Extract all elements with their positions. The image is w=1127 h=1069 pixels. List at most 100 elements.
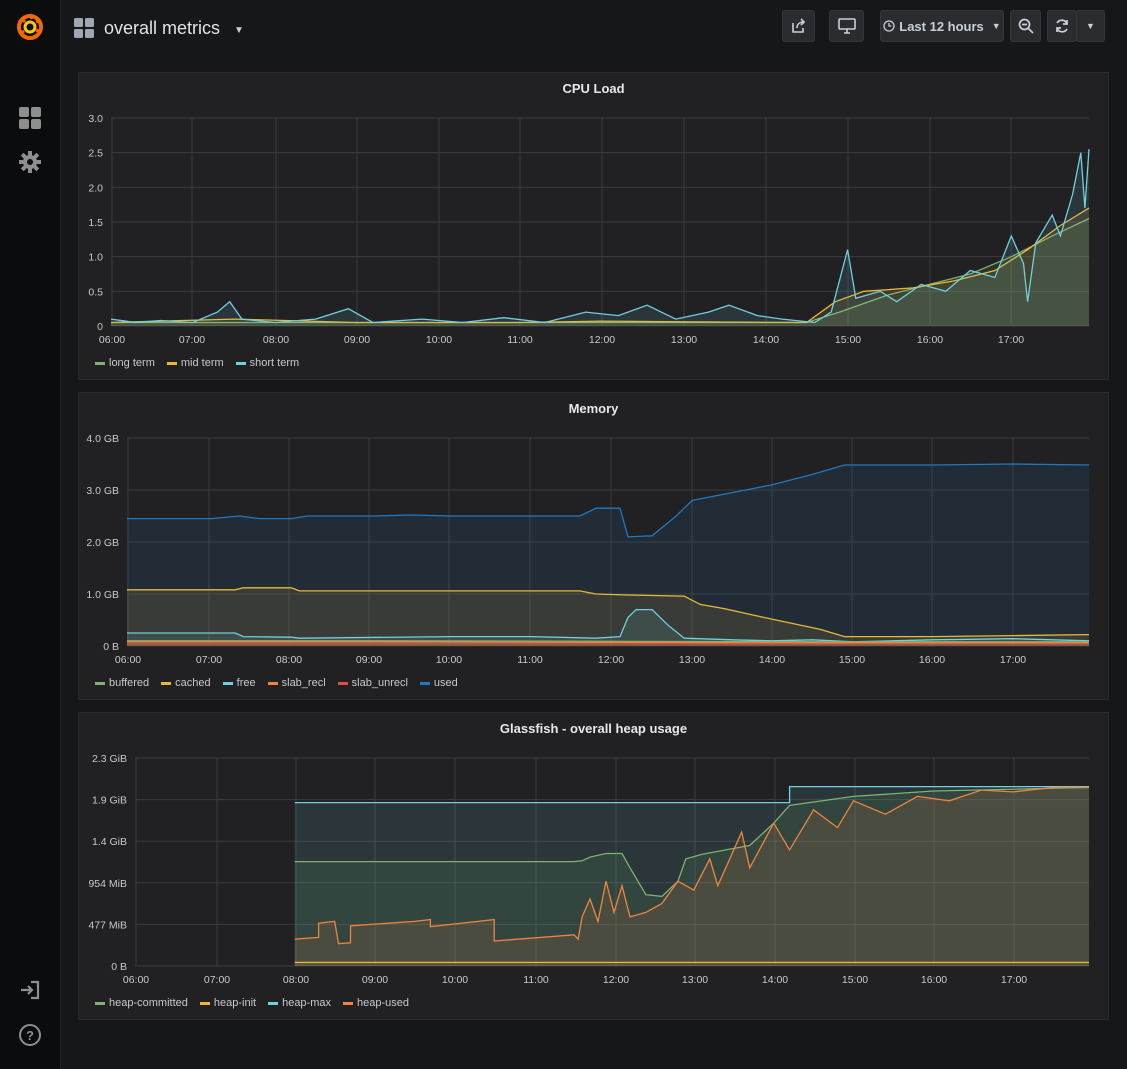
legend-swatch: [166, 361, 177, 365]
series-area-mid-term: [111, 208, 1089, 326]
y-tick-label: 4.0 GB: [86, 433, 119, 445]
legend-item[interactable]: slab_recl: [267, 677, 326, 689]
time-range-picker[interactable]: Last 12 hours ▼: [880, 10, 1004, 42]
legend-item[interactable]: short term: [235, 357, 300, 369]
series-line-heap-used[interactable]: [294, 786, 1089, 945]
series-line-mid-term[interactable]: [110, 207, 1090, 324]
y-tick-label: 477 MiB: [88, 919, 127, 931]
x-tick-label: 08:00: [276, 654, 302, 666]
legend-item[interactable]: buffered: [95, 677, 149, 689]
series-line-short-term[interactable]: [110, 149, 1090, 324]
x-tick-label: 17:00: [1000, 654, 1026, 666]
y-tick-label: 0.5: [88, 286, 103, 298]
legend-label: heap-used: [357, 997, 409, 1009]
series-area-heap-init: [294, 962, 1089, 966]
x-tick-label: 09:00: [356, 654, 382, 666]
x-tick-label: 16:00: [921, 974, 947, 986]
y-tick-label: 3.0 GB: [86, 485, 119, 497]
share-button[interactable]: [782, 10, 815, 42]
legend-label: free: [236, 677, 256, 689]
panel-heap-usage: Glassfish - overall heap usage 0 B 477 Mi…: [78, 712, 1109, 1020]
refresh-interval-dropdown[interactable]: ▼: [1076, 10, 1105, 42]
x-tick-label: 10:00: [442, 974, 468, 986]
legend-item[interactable]: long term: [95, 357, 155, 369]
legend: long term mid term short term: [95, 357, 299, 369]
legend-label: mid term: [180, 357, 224, 369]
series-line-slab-recl[interactable]: [127, 641, 1089, 644]
legend: heap-committed heap-init heap-max heap-used: [95, 997, 409, 1009]
heap-usage-chart: 0 B 477 MiB 954 MiB 1.4 GiB 1.9 GiB 2.3 GiB 06…: [88, 753, 1090, 986]
x-tick-label: 09:00: [362, 974, 388, 986]
legend-item[interactable]: cached: [161, 677, 211, 689]
series-line-cached[interactable]: [127, 587, 1090, 638]
clock-icon: [883, 20, 895, 32]
caret-down-icon: ▼: [991, 21, 1001, 31]
legend-item[interactable]: heap-init: [199, 997, 256, 1009]
legend-swatch: [267, 681, 278, 685]
legend-swatch: [268, 1001, 279, 1005]
legend-swatch: [95, 361, 105, 365]
x-tick-label: 07:00: [196, 654, 222, 666]
x-tick-label: 07:00: [204, 974, 230, 986]
x-tick-label: 16:00: [917, 334, 943, 346]
x-tick-label: 14:00: [759, 654, 785, 666]
dashboard-picker[interactable]: overall metrics ▼: [74, 12, 244, 44]
series-area-heap-max: [294, 786, 1089, 966]
x-tick-label: 09:00: [344, 334, 370, 346]
dashboards-icon[interactable]: [15, 103, 45, 133]
panel-title[interactable]: Glassfish - overall heap usage: [499, 721, 688, 736]
y-tick-label: 2.0 GB: [86, 537, 119, 549]
series-line-buffered[interactable]: [127, 640, 1089, 643]
series-area-used: [127, 464, 1089, 646]
legend-label: slab_recl: [281, 677, 326, 689]
x-tick-label: 10:00: [426, 334, 452, 346]
y-tick-label: 1.9 GiB: [92, 795, 127, 807]
top-bar: overall metrics ▼ Last 12 hours ▼: [60, 0, 1127, 60]
legend-item[interactable]: free: [222, 677, 256, 689]
y-tick-label: 1.0: [88, 252, 103, 264]
legend-item[interactable]: mid term: [166, 357, 224, 369]
zoom-out-button[interactable]: [1010, 10, 1041, 42]
x-tick-label: 11:00: [507, 334, 533, 346]
y-tick-label: 2.5: [88, 148, 103, 160]
y-tick-label: 1.0 GB: [86, 589, 119, 601]
legend-label: short term: [249, 357, 300, 369]
x-tick-label: 06:00: [115, 654, 141, 666]
x-tick-label: 12:00: [603, 974, 629, 986]
legend-item[interactable]: used: [419, 677, 458, 689]
legend-swatch: [95, 1001, 105, 1005]
sign-in-icon[interactable]: [15, 975, 45, 1005]
series-line-used[interactable]: [127, 463, 1090, 538]
legend-swatch: [222, 681, 233, 685]
legend-item[interactable]: heap-committed: [95, 997, 188, 1009]
panel-cpu-load: CPU Load 0 0.5 1.0 1.5 2.0 2.5 3.0 06:00 07:00 08…: [78, 72, 1109, 380]
gear-icon[interactable]: [15, 147, 45, 177]
legend-item[interactable]: slab_unrecl: [337, 677, 408, 689]
refresh-button[interactable]: [1047, 10, 1077, 42]
x-tick-label: 15:00: [839, 654, 865, 666]
tv-mode-button[interactable]: [829, 10, 864, 42]
x-tick-label: 13:00: [679, 654, 705, 666]
x-tick-label: 13:00: [682, 974, 708, 986]
x-tick-label: 13:00: [671, 334, 697, 346]
grafana-logo-icon[interactable]: [15, 12, 45, 42]
panel-title[interactable]: Memory: [568, 401, 619, 416]
panel-title[interactable]: CPU Load: [562, 81, 625, 96]
series-line-heap-max[interactable]: [294, 785, 1089, 804]
x-tick-label: 14:00: [762, 974, 788, 986]
x-tick-label: 16:00: [919, 654, 945, 666]
y-tick-label: 3.0: [88, 113, 103, 125]
series-area-short-term: [111, 149, 1089, 326]
legend-item[interactable]: heap-used: [343, 997, 409, 1009]
y-tick-label: 1.4 GiB: [92, 836, 127, 848]
x-tick-label: 11:00: [523, 974, 549, 986]
y-tick-label: 2.0: [88, 182, 103, 194]
x-tick-label: 08:00: [263, 334, 289, 346]
legend-swatch: [419, 681, 430, 685]
legend-item[interactable]: heap-max: [268, 997, 331, 1009]
x-tick-label: 07:00: [179, 334, 205, 346]
legend-label: buffered: [109, 677, 150, 689]
y-tick-label: 1.5: [88, 217, 103, 229]
help-icon[interactable]: ?: [15, 1020, 45, 1050]
x-tick-label: 08:00: [283, 974, 309, 986]
